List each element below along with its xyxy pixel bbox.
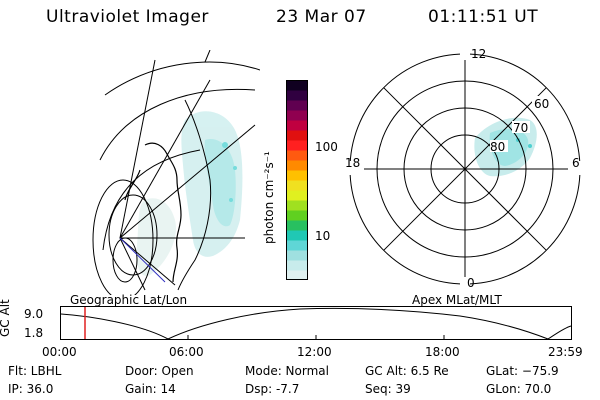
info-mode: Mode: Normal	[245, 364, 329, 378]
colorbar-cell	[286, 150, 308, 161]
colorbar-cell	[286, 240, 308, 251]
info-gc-alt: GC Alt: 6.5 Re	[365, 364, 449, 378]
info-ip: IP: 36.0	[8, 382, 54, 396]
mlat-label-80: 80	[490, 140, 506, 154]
map-graticule	[92, 50, 260, 295]
info-door: Door: Open	[125, 364, 194, 378]
timeline-ytick-bottom: 1.8	[24, 326, 44, 340]
polar-grid	[349, 53, 581, 285]
altitude-timeline	[60, 306, 572, 340]
colorbar-cell	[286, 130, 308, 141]
colorbar-cell	[286, 210, 308, 221]
orbit-track	[119, 237, 166, 283]
geographic-map	[92, 50, 260, 295]
instrument-title: Ultraviolet Imager	[46, 7, 209, 27]
colorbar-cell	[286, 80, 308, 91]
colorbar-cell	[286, 110, 308, 121]
info-gain: Gain: 14	[125, 382, 176, 396]
colorbar-cell	[286, 170, 308, 181]
mlat-label-70: 70	[513, 121, 529, 135]
timeline-ytick-top: 9.0	[24, 307, 44, 321]
info-dsp: Dsp: -7.7	[245, 382, 300, 396]
colorbar-cell	[286, 190, 308, 201]
colorbar-cell	[286, 260, 308, 271]
mlat-label-60: 60	[534, 97, 550, 111]
colorbar-unit-label: photon cm⁻²s⁻¹	[262, 151, 276, 244]
geographic-label: Geographic Lat/Lon	[70, 293, 188, 307]
coastline	[124, 142, 182, 283]
timeline-ylabel: GC Alt	[0, 299, 12, 337]
info-glat: GLat: −75.9	[486, 364, 559, 378]
colorbar-cell	[286, 230, 308, 241]
colorbar-cell	[286, 180, 308, 191]
colorbar-cell	[286, 200, 308, 211]
timeline-xtick-0600: 06:00	[169, 345, 204, 359]
colorbar-cell	[286, 220, 308, 231]
colorbar-tick-100: 100	[315, 140, 338, 154]
colorbar-cell	[286, 140, 308, 151]
info-glon: GLon: 70.0	[486, 382, 552, 396]
polar-label: Apex MLat/MLT	[412, 293, 502, 307]
colorbar-tick-10: 10	[315, 229, 331, 243]
date-label: 23 Mar 07	[276, 7, 367, 27]
time-label: 01:11:51 UT	[428, 7, 539, 27]
colorbar-cell	[286, 270, 308, 280]
timeline-xtick-1200: 12:00	[297, 345, 332, 359]
timeline-xtick-0000: 00:00	[42, 345, 77, 359]
colorbar	[286, 80, 308, 280]
mlt-label-0: 0	[467, 276, 475, 290]
colorbar-cell	[286, 250, 308, 261]
mlt-label-18: 18	[345, 156, 361, 170]
info-seq: Seq: 39	[365, 382, 411, 396]
timeline-xtick-2359: 23:59	[548, 345, 583, 359]
altitude-curve	[60, 307, 572, 340]
mlt-label-6: 6	[572, 156, 580, 170]
colorbar-cell	[286, 120, 308, 131]
colorbar-cell	[286, 100, 308, 111]
polar-plot	[344, 48, 582, 289]
colorbar-cell	[286, 90, 308, 101]
info-filter: Flt: LBHL	[8, 364, 62, 378]
colorbar-cell	[286, 160, 308, 171]
timeline-xtick-1800: 18:00	[425, 345, 460, 359]
mlt-label-12: 12	[471, 47, 487, 61]
